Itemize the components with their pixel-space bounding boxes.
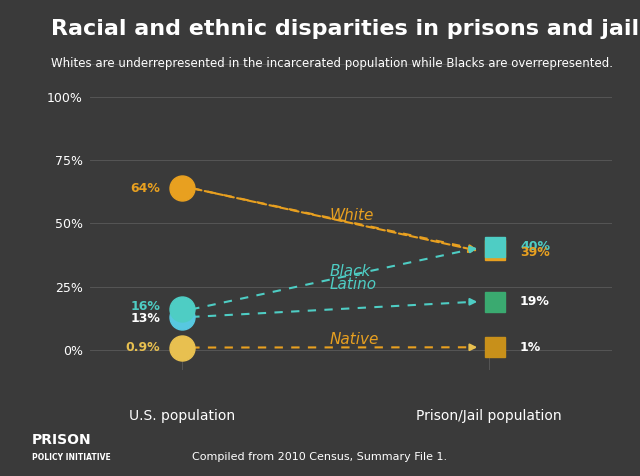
Text: Latino: Latino — [330, 277, 376, 292]
Text: Native: Native — [330, 332, 379, 347]
Text: 19%: 19% — [520, 295, 550, 308]
Text: Racial and ethnic disparities in prisons and jails: Racial and ethnic disparities in prisons… — [51, 19, 640, 39]
Text: 40%: 40% — [520, 240, 550, 253]
Text: Black: Black — [330, 264, 371, 279]
Text: 16%: 16% — [131, 300, 161, 313]
Text: PRISON: PRISON — [32, 434, 92, 447]
Text: 39%: 39% — [520, 246, 550, 259]
Text: 1%: 1% — [520, 341, 541, 354]
Text: Whites are underrepresented in the incarcerated population while Blacks are over: Whites are underrepresented in the incar… — [51, 57, 613, 70]
Text: 13%: 13% — [131, 312, 161, 325]
Text: 64%: 64% — [131, 181, 161, 195]
Text: 0.9%: 0.9% — [126, 341, 161, 354]
Text: Compiled from 2010 Census, Summary File 1.: Compiled from 2010 Census, Summary File … — [193, 452, 447, 462]
Text: White: White — [330, 208, 374, 223]
Text: POLICY INITIATIVE: POLICY INITIATIVE — [32, 453, 111, 462]
